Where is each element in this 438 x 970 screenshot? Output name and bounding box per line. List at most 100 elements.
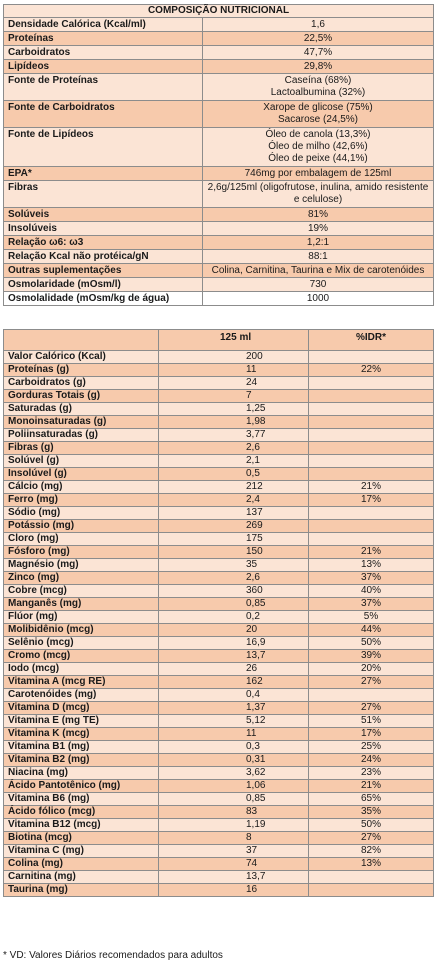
nutrient-qty: 1,19 — [158, 818, 309, 832]
nutrient-label: Vitamina B6 (mg) — [3, 792, 159, 806]
header-qty: 125 ml — [158, 329, 309, 351]
nutrient-idr — [308, 870, 434, 884]
composition-value-line: 746mg por embalagem de 125ml — [244, 167, 392, 179]
nutrient-label: Colina (mg) — [3, 857, 159, 871]
composition-table: COMPOSIÇÃO NUTRICIONAL Densidade Calóric… — [3, 4, 434, 306]
table-row: Colina (mg) 74 13% — [3, 857, 434, 871]
nutrient-qty: 0,85 — [158, 792, 309, 806]
nutrient-idr: 82% — [308, 844, 434, 858]
composition-row: EPA* 746mg por embalagem de 125ml — [3, 166, 434, 181]
nutrient-idr: 17% — [308, 493, 434, 507]
nutrient-qty: 1,25 — [158, 402, 309, 416]
table-row: Biotina (mcg) 8 27% — [3, 831, 434, 845]
nutrient-label: Cálcio (mg) — [3, 480, 159, 494]
table-row: Proteínas (g) 11 22% — [3, 363, 434, 377]
composition-value: 2,6g/125ml (oligofrutose, inulina, amido… — [202, 180, 434, 208]
composition-label: Densidade Calórica (Kcal/ml) — [3, 17, 203, 32]
nutrient-idr — [308, 389, 434, 403]
table-row: Poliinsaturadas (g) 3,77 — [3, 428, 434, 442]
nutrient-label: Vitamina C (mg) — [3, 844, 159, 858]
nutrient-idr — [308, 519, 434, 533]
nutrient-idr — [308, 402, 434, 416]
nutrient-label: Carnitina (mg) — [3, 870, 159, 884]
nutrient-qty: 0,5 — [158, 467, 309, 481]
nutrient-idr: 39% — [308, 649, 434, 663]
composition-row: Relação Kcal não protéica/gN 88:1 — [3, 249, 434, 264]
footnote: * VD: Valores Diários recomendados para … — [3, 950, 223, 961]
nutrient-qty: 269 — [158, 519, 309, 533]
nutrient-qty: 83 — [158, 805, 309, 819]
composition-value: 47,7% — [202, 45, 434, 60]
nutrient-qty: 175 — [158, 532, 309, 546]
table-row: Cloro (mg) 175 — [3, 532, 434, 546]
nutrient-idr — [308, 532, 434, 546]
nutrient-label: Vitamina B2 (mg) — [3, 753, 159, 767]
nutrient-qty: 137 — [158, 506, 309, 520]
table-row: Cromo (mcg) 13,7 39% — [3, 649, 434, 663]
nutrient-label: Fósforo (mg) — [3, 545, 159, 559]
table-row: Iodo (mcg) 26 20% — [3, 662, 434, 676]
nutrient-idr: 65% — [308, 792, 434, 806]
nutrient-label: Sódio (mg) — [3, 506, 159, 520]
table-row: Ferro (mg) 2,4 17% — [3, 493, 434, 507]
table-row: Magnésio (mg) 35 13% — [3, 558, 434, 572]
composition-value-line: Óleo de peixe (44,1%) — [268, 153, 368, 164]
composition-label: Outras suplementações — [3, 263, 203, 278]
table-row: Insolúvel (g) 0,5 — [3, 467, 434, 481]
nutrient-qty: 0,4 — [158, 688, 309, 702]
nutrient-label: Fibras (g) — [3, 441, 159, 455]
composition-label: Fonte de Carboidratos — [3, 100, 203, 128]
composition-value: 730 — [202, 277, 434, 292]
composition-value-line: 1,2:1 — [306, 236, 330, 248]
nutrient-idr: 50% — [308, 636, 434, 650]
composition-row: Fonte de Carboidratos Xarope de glicose (… — [3, 100, 434, 128]
nutrient-label: Vitamina B1 (mg) — [3, 740, 159, 754]
nutrient-label: Zinco (mg) — [3, 571, 159, 585]
table-row: Vitamina B1 (mg) 0,3 25% — [3, 740, 434, 754]
table-row: Vitamina B12 (mcg) 1,19 50% — [3, 818, 434, 832]
nutrient-qty: 35 — [158, 558, 309, 572]
composition-row: Solúveis 81% — [3, 207, 434, 222]
nutrient-label: Carboidratos (g) — [3, 376, 159, 390]
composition-value-line: 1,6 — [311, 18, 325, 30]
composition-row: Densidade Calórica (Kcal/ml) 1,6 — [3, 17, 434, 32]
composition-value: Colina, Carnitina, Taurina e Mix de caro… — [202, 263, 434, 278]
nutrient-idr: 37% — [308, 597, 434, 611]
composition-value: 22,5% — [202, 31, 434, 46]
composition-label: Solúveis — [3, 207, 203, 222]
nutrition-header-row: 125 ml %IDR* — [3, 329, 434, 351]
table-row: Potássio (mg) 269 — [3, 519, 434, 533]
nutrient-label: Vitamina E (mg TE) — [3, 714, 159, 728]
composition-row: Fonte de Proteínas Caseína (68%) Lactoalbu… — [3, 73, 434, 101]
nutrient-qty: 16,9 — [158, 636, 309, 650]
composition-value-line: 29,8% — [303, 60, 333, 72]
nutrient-label: Valor Calórico (Kcal) — [3, 350, 159, 364]
nutrient-qty: 212 — [158, 480, 309, 494]
nutrient-idr: 37% — [308, 571, 434, 585]
nutrient-idr: 24% — [308, 753, 434, 767]
nutrient-idr — [308, 467, 434, 481]
nutrient-label: Monoinsaturadas (g) — [3, 415, 159, 429]
table-row: Carotenóides (mg) 0,4 — [3, 688, 434, 702]
composition-label: Fonte de Lipídeos — [3, 127, 203, 167]
table-row: Vitamina A (mcg RE) 162 27% — [3, 675, 434, 689]
nutrient-idr: 13% — [308, 558, 434, 572]
table-row: Molibidênio (mcg) 20 44% — [3, 623, 434, 637]
composition-value: 19% — [202, 221, 434, 236]
nutrient-label: Potássio (mg) — [3, 519, 159, 533]
nutrient-label: Proteínas (g) — [3, 363, 159, 377]
nutrient-label: Ácido fólico (mcg) — [3, 805, 159, 819]
nutrient-qty: 2,6 — [158, 441, 309, 455]
table-row: Sódio (mg) 137 — [3, 506, 434, 520]
nutrient-idr: 5% — [308, 610, 434, 624]
composition-value: 88:1 — [202, 249, 434, 264]
table-row: Carnitina (mg) 13,7 — [3, 870, 434, 884]
nutrient-idr — [308, 688, 434, 702]
nutrient-qty: 20 — [158, 623, 309, 637]
composition-row: Proteínas 22,5% — [3, 31, 434, 46]
table-row: Manganês (mg) 0,85 37% — [3, 597, 434, 611]
nutrient-qty: 1,37 — [158, 701, 309, 715]
nutrient-idr: 40% — [308, 584, 434, 598]
composition-row: Insolúveis 19% — [3, 221, 434, 236]
nutrient-label: Selênio (mcg) — [3, 636, 159, 650]
